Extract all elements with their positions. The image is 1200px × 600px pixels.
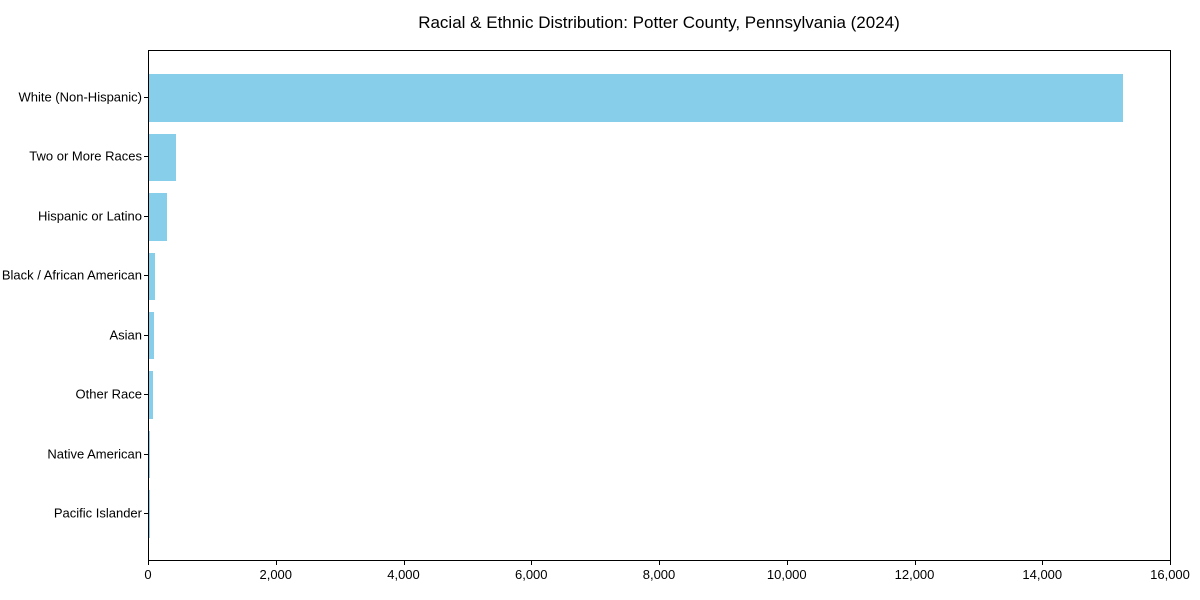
bar-hispanic-or-latino — [149, 193, 167, 241]
x-tick-label-12000: 12,000 — [894, 567, 935, 582]
bar-other-race — [149, 371, 154, 419]
bar-two-or-more-races — [149, 133, 176, 182]
y-tick-mark — [144, 96, 148, 98]
bar-black-african-american — [149, 252, 155, 301]
bar-native-american — [149, 430, 151, 479]
y-tick-label-other-race: Other Race — [75, 386, 142, 402]
x-tick-label-8000: 8,000 — [642, 567, 676, 582]
plot-area — [148, 50, 1171, 561]
x-tick-label-16000: 16,000 — [1150, 567, 1190, 582]
y-tick-mark — [144, 156, 148, 158]
x-tick-label-10000: 10,000 — [766, 567, 807, 582]
x-tick-label-14000: 14,000 — [1022, 567, 1063, 582]
x-tick-label-6000: 6,000 — [514, 567, 548, 582]
x-tick-mark — [914, 561, 916, 565]
y-tick-label-black-african-american: Black / African American — [1, 267, 142, 283]
y-tick-label-hispanic-or-latino: Hispanic or Latino — [37, 208, 142, 224]
y-tick-mark — [144, 394, 148, 396]
x-tick-label-0: 0 — [144, 567, 152, 582]
x-tick-mark — [531, 561, 533, 565]
bar-asian — [149, 311, 154, 360]
x-tick-mark — [148, 561, 149, 565]
y-tick-label-native-american: Native American — [47, 446, 142, 462]
y-tick-mark — [144, 215, 148, 217]
x-tick-mark — [1170, 561, 1171, 565]
x-tick-label-4000: 4,000 — [387, 567, 420, 582]
y-tick-mark — [144, 275, 148, 277]
x-tick-label-2000: 2,000 — [259, 567, 293, 582]
y-tick-label-two-or-more-races: Two or More Races — [29, 148, 142, 164]
x-tick-mark — [659, 561, 660, 565]
bar-white-non-hispanic — [149, 74, 1124, 122]
y-tick-mark — [144, 453, 148, 455]
y-tick-mark — [144, 513, 148, 515]
chart-title: Racial & Ethnic Distribution: Potter Cou… — [418, 13, 900, 32]
y-tick-label-pacific-islander: Pacific Islander — [53, 505, 142, 521]
y-tick-label-white-non-hispanic: White (Non-Hispanic) — [18, 89, 142, 105]
x-tick-mark — [786, 561, 788, 565]
y-tick-label-asian: Asian — [109, 327, 142, 343]
x-tick-mark — [1042, 561, 1044, 565]
x-tick-mark — [275, 561, 277, 565]
y-tick-mark — [144, 334, 148, 336]
x-tick-mark — [403, 561, 405, 565]
